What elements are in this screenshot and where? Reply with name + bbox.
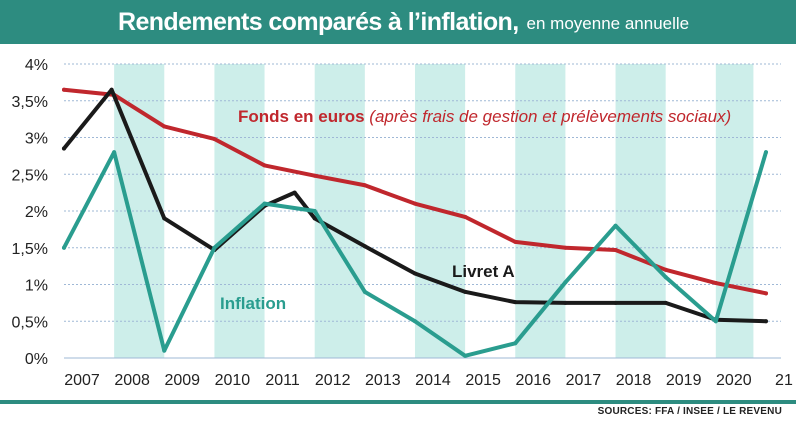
- line-chart: 0% 0,5% 1% 1,5% 2% 2,5% 3% 3,5% 4% 2007 2008 2009 20…: [12, 57, 793, 389]
- livret-a-point: [412, 271, 417, 276]
- x-tick-label: 2012: [315, 372, 351, 389]
- x-tick-label: 2017: [566, 372, 602, 389]
- series-label-livret: Livret A: [452, 262, 515, 281]
- y-tick-label: 4%: [25, 57, 48, 74]
- fonds-en-euros-point: [262, 163, 267, 168]
- x-tick-label: 21: [775, 372, 793, 389]
- livret-a-point: [109, 87, 114, 92]
- y-tick-label: 3,5%: [12, 94, 48, 111]
- fonds-en-euros-point: [713, 281, 718, 286]
- livret-a-point: [292, 190, 297, 195]
- chart-title: Rendements comparés à l’inflation,: [118, 7, 519, 36]
- x-tick-label: 2011: [265, 372, 300, 389]
- fonds-en-euros-point: [463, 214, 468, 219]
- inflation-point: [713, 319, 718, 324]
- y-tick-label: 3%: [25, 131, 48, 148]
- x-tick-label: 2010: [215, 372, 251, 389]
- fonds-en-euros-point: [62, 87, 66, 92]
- x-tick-label: 2020: [716, 372, 752, 389]
- livret-a-line: [62, 87, 768, 324]
- inflation-point: [613, 223, 618, 228]
- fonds-en-euros-point: [362, 183, 367, 188]
- inflation-point: [212, 245, 217, 250]
- x-tick-label: 2015: [465, 372, 501, 389]
- fonds-en-euros-point: [563, 245, 568, 250]
- livret-a-point: [613, 300, 618, 305]
- chart-subtitle: en moyenne annuelle: [526, 14, 690, 33]
- chart-title-bar: Rendements comparés à l’inflation, en mo…: [0, 0, 796, 44]
- inflation-point: [62, 245, 66, 250]
- inflation-point: [663, 275, 668, 280]
- bottom-divider: [0, 400, 796, 404]
- fonds-en-euros-point: [162, 124, 167, 129]
- inflation-point: [262, 201, 267, 206]
- livret-a-point: [463, 289, 468, 294]
- inflation-point: [412, 319, 417, 324]
- y-tick-label: 0,5%: [12, 314, 48, 331]
- y-tick-label: 0%: [25, 351, 48, 368]
- inflation-point: [162, 348, 167, 353]
- inflation-point: [513, 341, 518, 346]
- fonds-en-euros-point: [613, 247, 618, 252]
- fonds-en-euros-point: [312, 173, 317, 178]
- fonds-en-euros-point: [513, 239, 518, 244]
- inflation-point: [362, 289, 367, 294]
- inflation-point: [563, 280, 568, 285]
- source-note: SOURCES: FFA / INSEE / LE REVENU: [597, 406, 782, 417]
- fonds-en-euros-point: [663, 267, 668, 272]
- fonds-en-euros-point: [763, 291, 768, 296]
- livret-a-point: [663, 300, 668, 305]
- livret-a-point: [162, 216, 167, 221]
- x-tick-label: 2007: [64, 372, 100, 389]
- livret-a-point: [513, 300, 518, 305]
- x-tick-label: 2009: [164, 372, 200, 389]
- fonds-en-euros-point: [412, 201, 417, 206]
- x-tick-label: 2016: [515, 372, 551, 389]
- inflation-point: [112, 150, 117, 155]
- series-annotation-fonds: (après frais de gestion et prélèvements …: [369, 107, 731, 126]
- livret-a-point: [312, 216, 317, 221]
- inflation-point: [463, 353, 468, 358]
- livret-a-point: [563, 300, 568, 305]
- y-tick-label: 1%: [25, 278, 48, 295]
- y-tick-label: 1,5%: [12, 241, 48, 258]
- inflation-point: [312, 209, 317, 213]
- livret-a-point: [362, 244, 367, 249]
- livret-a-point: [62, 146, 66, 151]
- y-tick-label: 2%: [25, 204, 48, 221]
- livret-a-point: [763, 319, 768, 324]
- x-tick-label: 2018: [616, 372, 652, 389]
- y-tick-label: 2,5%: [12, 167, 48, 184]
- inflation-point: [763, 150, 768, 155]
- x-tick-label: 2008: [114, 372, 150, 389]
- x-tick-label: 2014: [415, 372, 451, 389]
- series-label-inflation: Inflation: [220, 294, 286, 313]
- series-label-fonds: Fonds en euros (après frais de gestion e…: [238, 107, 731, 126]
- x-tick-label: 2013: [365, 372, 401, 389]
- x-tick-label: 2019: [666, 372, 702, 389]
- fonds-en-euros-point: [212, 136, 217, 141]
